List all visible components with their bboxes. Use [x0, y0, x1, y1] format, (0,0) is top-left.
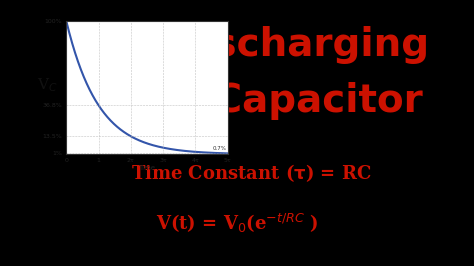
Bar — [0, 0, 474, 13]
Text: Time Constant ($\mathbf{\tau}$) = RC: Time Constant ($\mathbf{\tau}$) = RC — [131, 162, 372, 184]
Bar — [441, 0, 474, 266]
Text: V$_C$: V$_C$ — [37, 76, 58, 94]
Text: 0.7%: 0.7% — [213, 146, 227, 151]
Text: Discharging: Discharging — [168, 26, 429, 64]
Bar — [0, 0, 33, 266]
Text: a Capacitor: a Capacitor — [174, 82, 423, 120]
Text: V(t) = V$_0$(e$^{-t/RC}$ ): V(t) = V$_0$(e$^{-t/RC}$ ) — [156, 212, 318, 235]
Bar — [0, 261, 474, 266]
X-axis label: Time: Time — [138, 165, 155, 171]
